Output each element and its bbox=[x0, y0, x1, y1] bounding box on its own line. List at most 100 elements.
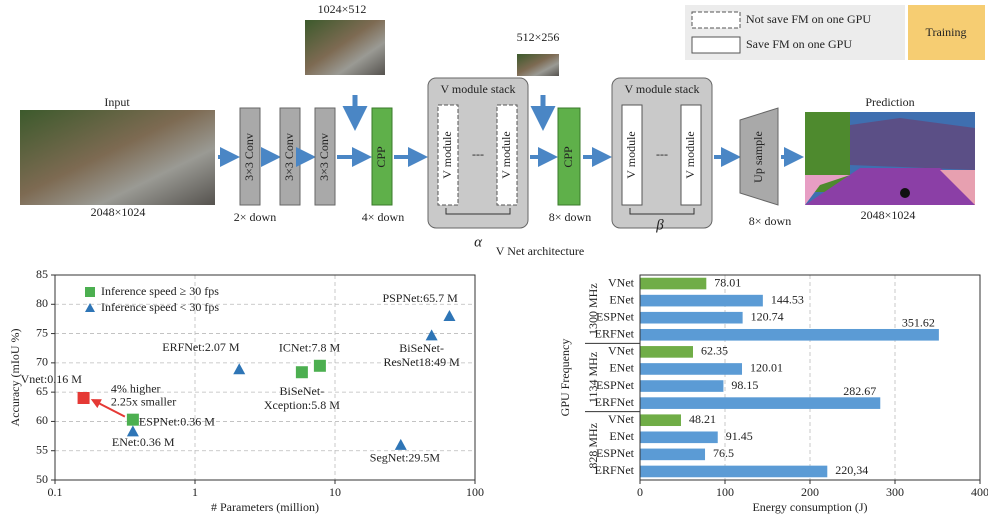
architecture: 1024×512 512×256 Not save FM on one GPU … bbox=[20, 2, 985, 258]
category-label: ERFNet bbox=[595, 327, 635, 341]
point bbox=[127, 414, 139, 426]
point bbox=[78, 392, 90, 404]
annotation: 2.25x smaller bbox=[111, 394, 176, 408]
point-label: BiSeNet- bbox=[280, 384, 325, 398]
value-label: 282.67 bbox=[843, 384, 876, 398]
y-tick-label: 75 bbox=[36, 325, 48, 339]
value-label: 120.01 bbox=[750, 361, 783, 375]
legend-swatch bbox=[692, 37, 740, 53]
group-label: 1134 MHz bbox=[586, 352, 600, 403]
x-tick-label: 200 bbox=[801, 485, 819, 499]
segment bbox=[850, 118, 975, 170]
point bbox=[426, 329, 438, 340]
x-tick-label: 0 bbox=[637, 485, 643, 499]
point bbox=[443, 310, 455, 321]
dots: --- bbox=[656, 147, 668, 161]
legend-label: Not save FM on one GPU bbox=[746, 12, 871, 26]
conv-blocks: 3×3 Conv 3×3 Conv 3×3 Conv bbox=[240, 108, 335, 205]
bar bbox=[640, 312, 743, 324]
y-tick-label: 65 bbox=[36, 384, 48, 398]
stack-title: V module stack bbox=[440, 82, 515, 96]
alpha: α bbox=[474, 234, 483, 250]
point-label: PSPNet:65.7 M bbox=[382, 291, 458, 305]
x-tick-label: 10 bbox=[329, 485, 341, 499]
bar bbox=[640, 346, 693, 358]
v-module-label: V module bbox=[624, 131, 638, 178]
point-label: ESPNet:0.36 M bbox=[139, 414, 215, 428]
category-label: ERFNet bbox=[595, 395, 635, 409]
prediction-label: Prediction bbox=[865, 95, 914, 109]
x-tick-label: 0.1 bbox=[48, 485, 63, 499]
category-label: VNet bbox=[608, 344, 635, 358]
dots: --- bbox=[472, 147, 484, 161]
value-label: 220,34 bbox=[835, 463, 868, 477]
upsample-label: Up sample bbox=[751, 131, 765, 183]
segment bbox=[900, 188, 910, 198]
category-label: ENet bbox=[609, 361, 634, 375]
size-label: 2048×1024 bbox=[861, 208, 916, 222]
point-label: ICNet:7.8 M bbox=[279, 341, 341, 355]
point-label: Xception:5.8 M bbox=[264, 398, 340, 412]
value-label: 76.5 bbox=[713, 446, 734, 460]
v-module-label: V module bbox=[440, 131, 454, 178]
category-label: ERFNet bbox=[595, 463, 635, 477]
point bbox=[296, 366, 308, 378]
y-tick-label: 55 bbox=[36, 442, 48, 456]
category-label: ENet bbox=[609, 292, 634, 306]
value-label: 120.74 bbox=[751, 309, 784, 323]
input-label: Input bbox=[104, 95, 130, 109]
group-label: 1300 MHz bbox=[586, 283, 600, 335]
category-label: ESPNet bbox=[596, 446, 635, 460]
bar-chart: 0100200300400VNet78.01ENet144.53ESPNet12… bbox=[558, 275, 988, 514]
category-label: ESPNet bbox=[596, 309, 635, 323]
bar bbox=[640, 397, 880, 409]
image bbox=[517, 54, 559, 76]
bar bbox=[640, 449, 705, 461]
figure: 1024×512 512×256 Not save FM on one GPU … bbox=[0, 0, 988, 522]
annotation: 4% higher bbox=[111, 381, 161, 395]
x-tick-label: 100 bbox=[716, 485, 734, 499]
y-tick-label: 60 bbox=[36, 413, 48, 427]
bar bbox=[640, 295, 763, 307]
point-label: Vnet:0.16 M bbox=[21, 372, 83, 386]
point-label: SegNet:29.5M bbox=[370, 451, 441, 465]
bar bbox=[640, 329, 939, 341]
bar bbox=[640, 414, 681, 426]
bar bbox=[640, 431, 718, 443]
legend-label: Save FM on one GPU bbox=[746, 37, 852, 51]
category-label: ENet bbox=[609, 429, 634, 443]
x-tick-label: 400 bbox=[971, 485, 988, 499]
x-axis-label: # Parameters (million) bbox=[211, 500, 319, 514]
conv-label: 3×3 Conv bbox=[242, 133, 256, 181]
input-image bbox=[20, 110, 215, 205]
legend-marker bbox=[85, 287, 95, 297]
down-label: 8× down bbox=[749, 214, 791, 228]
point-label: ERFNet:2.07 M bbox=[162, 340, 240, 354]
x-axis-label: Energy consumption (J) bbox=[752, 500, 867, 514]
size-label: 1024×512 bbox=[318, 2, 367, 16]
cpp-label: CPP bbox=[374, 146, 388, 168]
prediction-image bbox=[805, 112, 975, 205]
value-label: 351.62 bbox=[902, 316, 935, 330]
y-axis-label: GPU Frequency bbox=[558, 339, 572, 417]
cpp-label: CPP bbox=[561, 146, 575, 168]
y-tick-label: 80 bbox=[36, 296, 48, 310]
value-label: 48.21 bbox=[689, 412, 716, 426]
value-label: 98.15 bbox=[731, 378, 758, 392]
legend-label: Inference speed ≥ 30 fps bbox=[101, 284, 219, 298]
v-module-label: V module bbox=[499, 131, 513, 178]
training-label: Training bbox=[926, 25, 967, 39]
down-label: 4× down bbox=[362, 210, 404, 224]
y-tick-label: 70 bbox=[36, 355, 48, 369]
bar bbox=[640, 466, 827, 478]
point bbox=[395, 439, 407, 450]
conv-label: 3×3 Conv bbox=[317, 133, 331, 181]
point-label: BiSeNet- bbox=[399, 341, 444, 355]
x-tick-label: 300 bbox=[886, 485, 904, 499]
size-label: 512×256 bbox=[517, 30, 560, 44]
image bbox=[305, 20, 385, 75]
legend-label: Inference speed < 30 fps bbox=[101, 300, 219, 314]
value-label: 144.53 bbox=[771, 292, 804, 306]
category-label: VNet bbox=[608, 412, 635, 426]
group-label: 828 MHz bbox=[586, 423, 600, 469]
